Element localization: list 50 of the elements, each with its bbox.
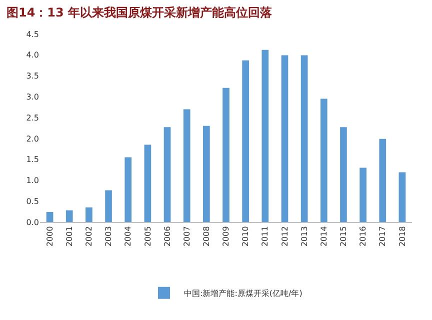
bar <box>281 55 288 222</box>
x-tick-label: 2006 <box>162 226 172 247</box>
bar <box>262 50 269 222</box>
x-tick-label: 2012 <box>280 226 290 247</box>
x-tick-label: 2009 <box>222 226 231 247</box>
x-tick-label: 2000 <box>45 226 54 247</box>
legend-label: 中国:新增产能:原煤开采(亿吨/年) <box>184 289 302 298</box>
x-tick-label: 2008 <box>202 226 212 247</box>
bar <box>183 109 190 222</box>
bar <box>320 98 328 222</box>
bar <box>222 88 230 222</box>
bar <box>300 55 308 222</box>
y-tick-label: 4.5 <box>26 30 39 39</box>
x-tick-label: 2010 <box>241 226 250 247</box>
x-tick-label: 2007 <box>182 226 192 247</box>
bar <box>379 138 386 222</box>
y-tick-label: 0.5 <box>26 196 39 206</box>
bar <box>66 210 73 222</box>
bar <box>242 60 250 222</box>
bar <box>398 172 406 222</box>
bar <box>144 144 152 222</box>
y-tick-label: 3.0 <box>26 92 39 102</box>
bar <box>360 168 366 222</box>
bar <box>105 190 112 222</box>
x-tick-label: 2005 <box>143 226 152 247</box>
bar <box>124 157 132 222</box>
y-tick-label: 2.0 <box>26 134 39 144</box>
x-tick-label: 2002 <box>84 226 94 247</box>
x-tick-label: 2001 <box>64 226 74 247</box>
x-tick-label: 2003 <box>104 226 114 247</box>
x-tick-label: 2017 <box>378 226 388 247</box>
y-tick-label: 4.0 <box>26 50 39 60</box>
bar <box>164 127 171 222</box>
x-tick-label: 2011 <box>260 226 270 247</box>
bar <box>202 126 210 222</box>
y-tick-label: 1.5 <box>26 155 39 164</box>
chart-title: 图14：13 年以来我国原煤开采新增产能高位回落 <box>6 5 274 20</box>
bar <box>86 207 92 222</box>
x-tick-label: 2013 <box>300 226 309 247</box>
bar <box>340 127 347 222</box>
y-tick-label: 2.5 <box>26 113 39 122</box>
x-tick-label: 2018 <box>398 226 407 247</box>
x-tick-label: 2015 <box>339 226 348 247</box>
y-tick-label: 0.0 <box>26 218 39 227</box>
x-tick-label: 2016 <box>358 226 368 247</box>
y-tick-label: 1.0 <box>26 176 39 186</box>
bar <box>46 212 54 222</box>
x-tick-label: 2014 <box>319 226 328 247</box>
x-tick-label: 2004 <box>124 226 133 247</box>
y-tick-label: 3.5 <box>26 72 39 81</box>
